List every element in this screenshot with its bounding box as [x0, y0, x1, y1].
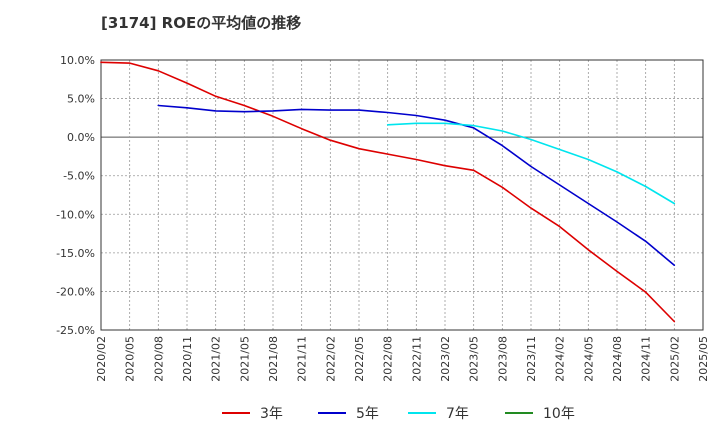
x-tick-label: 2020/02: [95, 336, 108, 382]
chart-title: [3174] ROEの平均値の推移: [101, 14, 302, 32]
x-tick-label: 2020/05: [124, 336, 137, 382]
y-tick-label: -5.0%: [63, 170, 95, 183]
x-tick-label: 2021/02: [210, 336, 223, 382]
x-tick-label: 2024/11: [640, 336, 653, 382]
x-tick-label: 2023/02: [439, 336, 452, 382]
x-tick-label: 2024/05: [582, 336, 595, 382]
x-tick-label: 2020/08: [152, 336, 165, 382]
y-tick-label: -20.0%: [56, 285, 95, 298]
legend-label: 3年: [260, 406, 283, 422]
legend-label: 7年: [446, 406, 469, 422]
series-line-3年: [100, 61, 676, 323]
x-tick-label: 2025/02: [668, 336, 681, 382]
plot-frame: [100, 59, 704, 331]
y-tick-label: -25.0%: [56, 324, 95, 337]
x-tick-label: 2021/05: [238, 336, 251, 382]
x-tick-label: 2023/08: [496, 336, 509, 382]
x-tick-label: 2022/11: [410, 336, 423, 382]
x-tick-label: 2025/05: [697, 336, 710, 382]
x-tick-label: 2020/11: [181, 336, 194, 382]
x-tick-label: 2022/05: [353, 336, 366, 382]
y-tick-label: 0.0%: [67, 131, 95, 144]
x-tick-label: 2024/02: [554, 336, 567, 382]
y-tick-label: -15.0%: [56, 247, 95, 260]
x-tick-label: 2023/11: [525, 336, 538, 382]
x-tick-label: 2024/08: [611, 336, 624, 382]
series-line-5年: [157, 104, 676, 267]
legend-label: 10年: [543, 406, 575, 422]
y-tick-label: 5.0%: [67, 93, 95, 106]
y-tick-label: -10.0%: [56, 208, 95, 221]
x-tick-label: 2022/02: [324, 336, 337, 382]
y-tick-label: 10.0%: [60, 54, 95, 67]
x-tick-label: 2021/08: [267, 336, 280, 382]
x-tick-label: 2023/05: [468, 336, 481, 382]
series-line-7年: [386, 122, 676, 205]
x-tick-label: 2021/11: [296, 336, 309, 382]
x-tick-label: 2022/08: [382, 336, 395, 382]
legend-label: 5年: [356, 406, 379, 422]
